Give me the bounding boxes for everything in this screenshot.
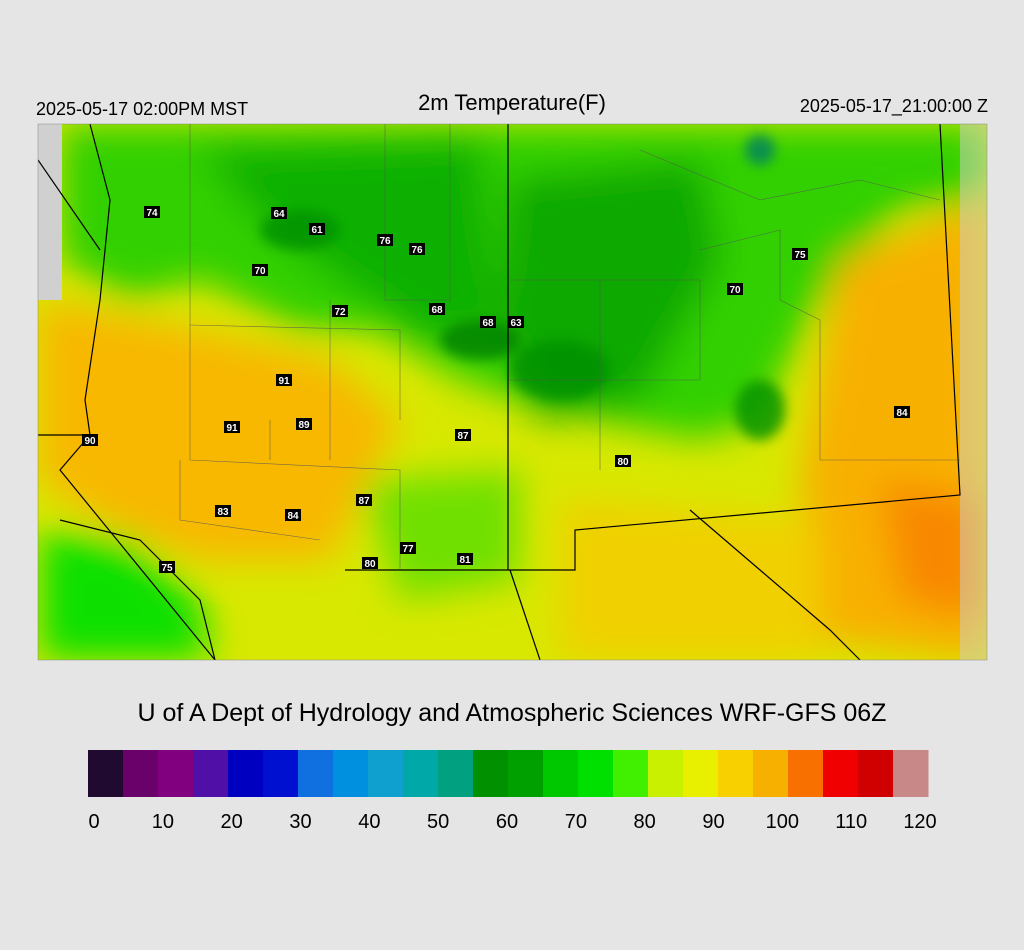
colorbar-tick-label: 100 — [766, 811, 799, 833]
colorbar-segment — [508, 750, 544, 797]
station-label: 75 — [794, 250, 806, 261]
colorbar-tick-label: 40 — [358, 811, 380, 833]
map-title: 2m Temperature(F) — [418, 90, 606, 115]
station-label: 89 — [298, 420, 310, 431]
map-frame — [37, 123, 988, 661]
station-label-box — [792, 248, 808, 260]
colorbar-segment — [473, 750, 509, 797]
station-label: 75 — [161, 563, 173, 574]
station-label: 68 — [431, 305, 443, 316]
colorbar-segment — [368, 750, 404, 797]
colorbar-segment — [88, 750, 124, 797]
colorbar-segment — [298, 750, 334, 797]
station-label: 87 — [457, 431, 469, 442]
station-label-box — [309, 223, 325, 235]
colorbar-tick-label: 90 — [702, 811, 724, 833]
station-label: 72 — [334, 307, 346, 318]
colorbar-tick-label: 110 — [835, 811, 867, 833]
station-label: 68 — [482, 318, 494, 329]
station-label-box — [727, 283, 743, 295]
colorbar-segment — [403, 750, 439, 797]
station-label-box — [409, 243, 425, 255]
colorbar-tick-label: 20 — [221, 811, 243, 833]
station-label-box — [455, 429, 471, 441]
station-label: 76 — [411, 245, 423, 256]
colorbar-tick-label: 30 — [289, 811, 311, 833]
colorbar-segment — [683, 750, 719, 797]
station-label: 77 — [402, 544, 414, 555]
colorbar-tick-label: 0 — [88, 811, 99, 833]
station-label: 61 — [311, 225, 323, 236]
station-label: 70 — [254, 266, 266, 277]
valid-utc-time: 2025-05-17_21:00:00 Z — [800, 96, 988, 117]
station-label: 74 — [146, 208, 158, 219]
station-label-box — [276, 374, 292, 386]
station-label-box — [894, 406, 910, 418]
station-label: 81 — [459, 555, 471, 566]
colorbar-segment — [718, 750, 754, 797]
colorbar-segment — [613, 750, 649, 797]
station-label-box — [271, 207, 287, 219]
colorbar-segment — [788, 750, 824, 797]
station-label: 76 — [379, 236, 391, 247]
station-label-box — [356, 494, 372, 506]
colorbar-segment — [578, 750, 614, 797]
station-label-box — [224, 421, 240, 433]
colorbar-segment — [543, 750, 579, 797]
temperature-field — [38, 124, 987, 660]
colorbar-tick-label: 60 — [496, 811, 518, 833]
colorbar-segment — [438, 750, 474, 797]
station-label-box — [82, 434, 98, 446]
station-label: 80 — [617, 457, 629, 468]
colorbar-segment — [858, 750, 894, 797]
valid-local-time: 2025-05-17 02:00PM MST — [36, 99, 248, 119]
station-label: 80 — [364, 559, 376, 570]
station-label: 91 — [226, 423, 238, 434]
station-label-box — [159, 561, 175, 573]
colorbar-tick-label: 10 — [152, 811, 174, 833]
station-label-box — [377, 234, 393, 246]
colorbar-tick-label: 50 — [427, 811, 449, 833]
station-labels: 74 64 61 76 76 70 75 70 72 68 68 63 91 84 91 89 90 87 80 87… — [82, 206, 910, 574]
station-label: 70 — [729, 285, 741, 296]
colorbar: 0 10 20 30 40 50 60 70 80 90 100 110 120 — [88, 750, 937, 833]
station-label: 90 — [84, 436, 96, 447]
station-label-box — [215, 505, 231, 517]
station-label: 84 — [287, 511, 299, 522]
station-label-box — [285, 509, 301, 521]
station-label-box — [144, 206, 160, 218]
station-label: 84 — [896, 408, 908, 419]
colorbar-tick-label: 80 — [634, 811, 656, 833]
station-label: 64 — [273, 209, 285, 220]
colorbar-segment — [823, 750, 859, 797]
station-label-box — [296, 418, 312, 430]
station-label: 63 — [510, 318, 522, 329]
station-label-box — [332, 305, 348, 317]
station-label: 83 — [217, 507, 229, 518]
colorbar-segment — [893, 750, 929, 797]
station-label-box — [457, 553, 473, 565]
station-label: 91 — [278, 376, 290, 387]
colorbar-segment — [158, 750, 194, 797]
colorbar-tick-label: 70 — [565, 811, 587, 833]
station-label-box — [508, 316, 524, 328]
colorbar-segment — [193, 750, 229, 797]
colorbar-segment — [333, 750, 369, 797]
station-label-box — [400, 542, 416, 554]
station-label-box — [362, 557, 378, 569]
station-label: 87 — [358, 496, 370, 507]
colorbar-segment — [123, 750, 159, 797]
station-label-box — [429, 303, 445, 315]
colorbar-tick-label: 120 — [903, 811, 936, 833]
colorbar-segment — [648, 750, 684, 797]
colorbar-segment — [228, 750, 264, 797]
credit: U of A Dept of Hydrology and Atmospheric… — [138, 699, 887, 727]
colorbar-segment — [263, 750, 299, 797]
station-label-box — [480, 316, 496, 328]
colorbar-segment — [753, 750, 789, 797]
station-label-box — [615, 455, 631, 467]
station-label-box — [252, 264, 268, 276]
